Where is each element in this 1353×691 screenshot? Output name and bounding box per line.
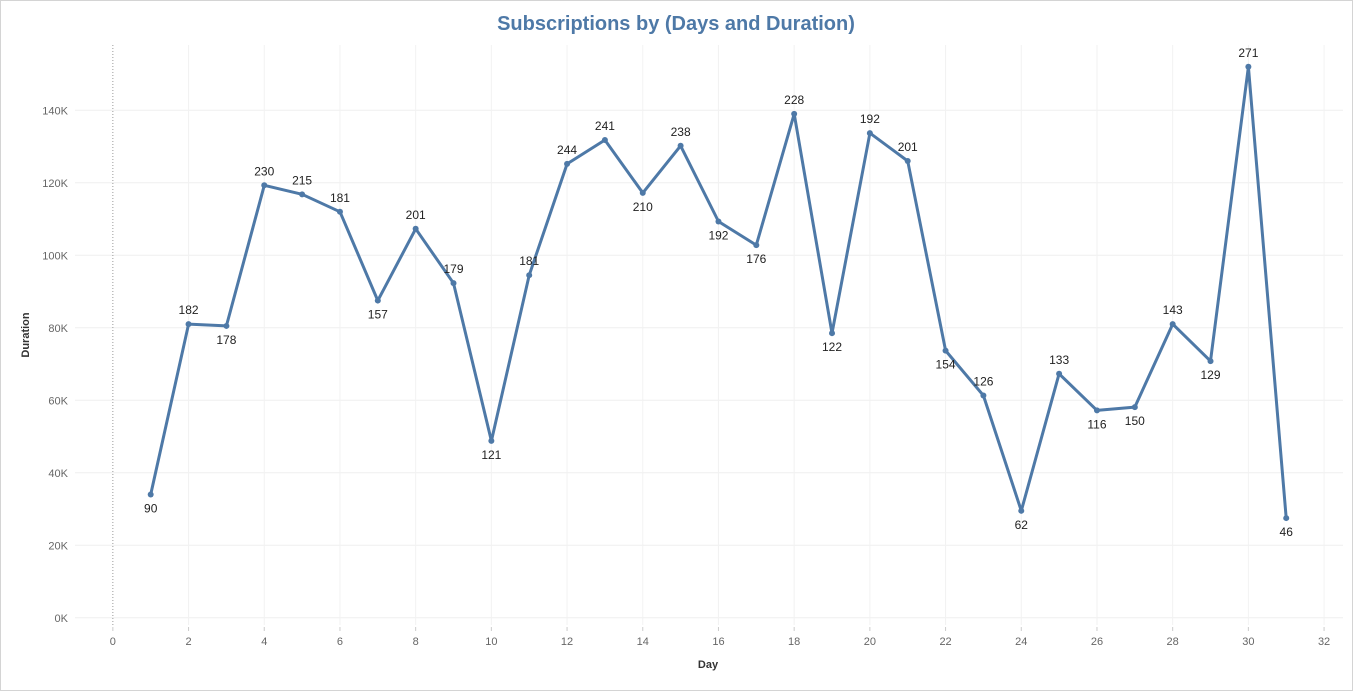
data-point: [791, 110, 798, 117]
data-label: 201: [406, 208, 426, 222]
data-label: 150: [1125, 414, 1145, 428]
data-label: 210: [633, 200, 653, 214]
data-label: 62: [1015, 518, 1029, 532]
x-tick-label: 28: [1167, 636, 1179, 648]
data-point: [866, 130, 873, 137]
x-tick-label: 8: [413, 636, 419, 648]
x-tick-label: 22: [939, 636, 951, 648]
data-point: [412, 225, 419, 232]
x-tick-label: 12: [561, 636, 573, 648]
data-label: 122: [822, 340, 842, 354]
data-label: 201: [898, 140, 918, 154]
x-tick-label: 6: [337, 636, 343, 648]
y-tick-label: 0K: [55, 613, 69, 625]
x-tick-label: 32: [1318, 636, 1330, 648]
data-label: 46: [1280, 525, 1294, 539]
data-point: [904, 158, 911, 164]
data-labels: 90 182 178 230 215 181 157 201 179 121 181 244 241 21…: [144, 46, 1293, 539]
chart-title: Subscriptions by (Days and Duration): [497, 13, 855, 35]
x-tick-label: 0: [110, 636, 116, 648]
data-point: [1131, 404, 1138, 411]
data-label: 215: [292, 173, 312, 187]
x-tick-label: 14: [637, 636, 649, 648]
x-tick-label: 18: [788, 636, 800, 648]
data-point: [980, 392, 987, 399]
data-label: 182: [179, 303, 199, 317]
data-point: [1093, 407, 1100, 414]
data-label: 90: [144, 502, 158, 516]
y-tick-label: 20K: [48, 540, 68, 552]
data-label: 192: [860, 112, 880, 126]
x-tick-label: 20: [864, 636, 876, 648]
data-label: 157: [368, 308, 388, 322]
data-label: 241: [595, 119, 615, 133]
data-label: 129: [1201, 368, 1221, 382]
x-tick-label: 4: [261, 636, 267, 648]
data-point: [942, 347, 949, 354]
data-label: 126: [973, 375, 993, 389]
data-point: [336, 208, 343, 215]
data-point: [1169, 321, 1176, 328]
data-label: 238: [671, 125, 691, 139]
data-label: 181: [330, 191, 350, 205]
data-point: [299, 191, 306, 198]
x-axis-ticks: 0 2 4 6 8 10 12 14 16 18 20 22 24 26 28 30 32: [110, 627, 1330, 648]
x-tick-label: 2: [185, 636, 191, 648]
data-label: 143: [1163, 303, 1183, 317]
data-point: [450, 280, 457, 287]
data-label: 192: [708, 229, 728, 243]
data-point: [261, 182, 268, 189]
data-point: [1207, 358, 1214, 365]
x-tick-label: 24: [1015, 636, 1027, 648]
data-point: [753, 242, 760, 249]
y-tick-label: 100K: [42, 250, 68, 262]
data-label: 179: [443, 262, 463, 276]
x-tick-label: 10: [485, 636, 497, 648]
data-label: 133: [1049, 353, 1069, 367]
x-tick-label: 16: [712, 636, 724, 648]
data-point: [1283, 515, 1290, 522]
data-label: 121: [481, 448, 501, 462]
grid-lines: [75, 45, 1343, 625]
data-point: [526, 272, 533, 279]
data-point: [677, 142, 684, 149]
data-point: [374, 297, 381, 304]
data-point: [1056, 370, 1063, 377]
data-point: [185, 321, 192, 328]
y-axis-title: Duration: [20, 312, 32, 358]
y-tick-label: 80K: [48, 323, 68, 335]
x-axis-title: Day: [698, 659, 719, 671]
data-point: [829, 330, 836, 337]
data-point: [564, 160, 571, 167]
data-point: [639, 189, 646, 196]
data-point: [147, 491, 154, 498]
data-point: [601, 136, 608, 143]
data-label: 271: [1238, 46, 1258, 60]
data-label: 181: [519, 254, 539, 268]
data-label: 244: [557, 143, 577, 157]
x-tick-label: 30: [1242, 636, 1254, 648]
data-label: 176: [746, 252, 766, 266]
data-point: [223, 322, 230, 329]
data-label: 154: [936, 358, 956, 372]
data-label: 178: [216, 333, 236, 347]
data-label: 116: [1087, 417, 1106, 431]
y-tick-label: 120K: [42, 178, 68, 190]
data-point: [488, 437, 495, 444]
data-points: [147, 63, 1290, 522]
data-point: [1018, 507, 1025, 514]
data-label: 228: [784, 93, 804, 107]
data-point: [1245, 63, 1252, 70]
x-tick-label: 26: [1091, 636, 1103, 648]
y-tick-label: 140K: [42, 105, 68, 117]
y-axis-ticks: 0K 20K 40K 60K 80K 100K 120K 140K: [42, 105, 68, 625]
data-point: [715, 218, 722, 225]
y-tick-label: 60K: [48, 395, 68, 407]
y-tick-label: 40K: [48, 468, 68, 480]
data-label: 230: [254, 164, 274, 178]
